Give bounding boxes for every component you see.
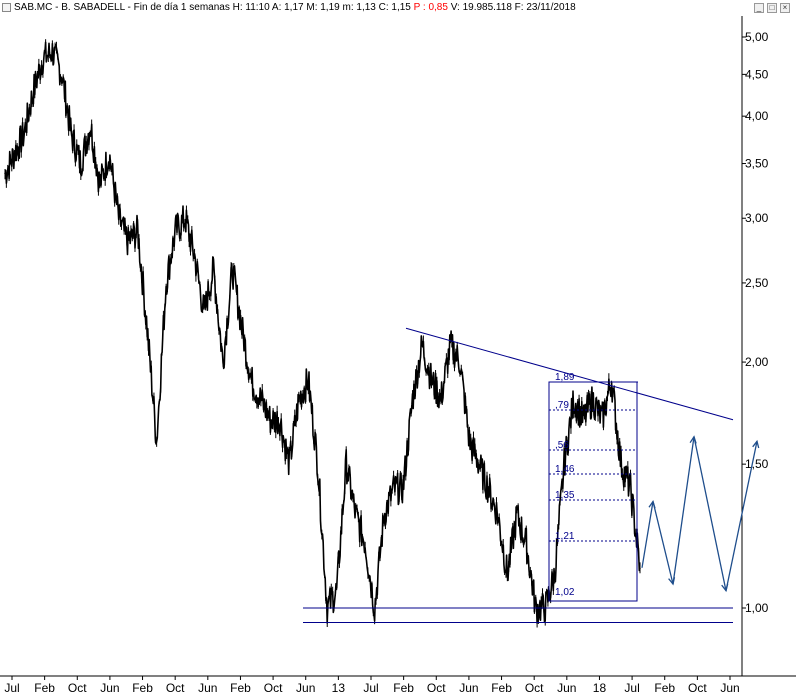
chart-title: SAB.MC - B. SABADELL - Fin de día 1 sema…: [14, 0, 576, 16]
x-tick-label: Jun: [296, 681, 315, 695]
window-icon: [2, 3, 11, 12]
x-tick-label: Jun: [100, 681, 119, 695]
x-tick-label: Oct: [264, 681, 283, 695]
fib-level-label: 1,02: [555, 587, 575, 598]
projection-arrowhead: [648, 500, 656, 509]
projection-arrowhead: [689, 435, 697, 444]
fib-level-label: ,79: [555, 400, 569, 411]
x-tick-label: Oct: [525, 681, 544, 695]
y-tick-label: 3,50: [745, 157, 769, 171]
x-tick-label: Oct: [427, 681, 446, 695]
x-tick-label: Jul: [363, 681, 378, 695]
fib-level-label: ,56: [555, 440, 569, 451]
x-tick-label: Feb: [34, 681, 55, 695]
x-tick-label: Feb: [132, 681, 153, 695]
y-tick-label: 2,50: [745, 276, 769, 290]
title-volume-date: V: 19.985.118 F: 23/11/2018: [447, 2, 576, 13]
fib-level-label: 1,46: [555, 464, 575, 475]
resistance-trendline: [405, 327, 734, 421]
x-tick-label: Oct: [68, 681, 87, 695]
fib-level-label: 1,21: [555, 531, 575, 542]
y-tick-label: 5,00: [745, 30, 769, 44]
y-tick-label: 1,00: [745, 601, 769, 615]
x-tick-label: Feb: [491, 681, 512, 695]
x-tick-label: 13: [332, 681, 346, 695]
projection-path: [641, 436, 758, 591]
x-tick-label: Jul: [4, 681, 19, 695]
fib-level-label: 1,35: [555, 490, 575, 501]
x-tick-label: Jul: [624, 681, 639, 695]
x-tick-label: Feb: [393, 681, 414, 695]
title-pct-change: P : 0,85: [413, 2, 448, 13]
x-tick-label: Jun: [557, 681, 576, 695]
x-tick-label: Oct: [166, 681, 185, 695]
y-tick-label: 1,50: [745, 457, 769, 471]
y-tick-label: 2,00: [745, 355, 769, 369]
fib-level-label: 1,89: [555, 372, 575, 383]
projection-arrowhead: [752, 439, 760, 449]
price-line: [4, 41, 641, 624]
x-tick-label: Feb: [230, 681, 251, 695]
x-tick-label: Jun: [459, 681, 478, 695]
y-tick-label: 3,00: [745, 211, 769, 225]
y-tick-label: 4,00: [745, 109, 769, 123]
close-button[interactable]: ×: [780, 3, 790, 13]
price-series: [4, 39, 641, 628]
x-axis: Jul Feb Oct Jun Feb Oct Jun Feb Oct Jun 13 Jul Feb Oc…: [0, 675, 796, 695]
x-tick-label: Oct: [688, 681, 707, 695]
maximize-button[interactable]: □: [767, 3, 777, 13]
x-tick-label: Feb: [654, 681, 675, 695]
projection-arrowhead: [668, 577, 676, 586]
x-tick-label: Jun: [720, 681, 739, 695]
x-tick-label: 18: [593, 681, 607, 695]
y-axis: 5,00 4,50 4,00 3,50 3,00 2,50 2,00 1,50 1,00: [741, 16, 769, 676]
projection-arrowhead: [721, 583, 729, 593]
title-quote-info: SAB.MC - B. SABADELL - Fin de día 1 sema…: [14, 2, 414, 13]
y-tick-label: 4,50: [745, 67, 769, 81]
chart-title-bar: SAB.MC - B. SABADELL - Fin de día 1 sema…: [0, 0, 796, 16]
x-tick-label: Jun: [198, 681, 217, 695]
chart-annotations: 1,89 ,79 ,56 1,46 1,35 1,21 1,02: [303, 327, 760, 623]
minimize-button[interactable]: _: [754, 3, 764, 13]
